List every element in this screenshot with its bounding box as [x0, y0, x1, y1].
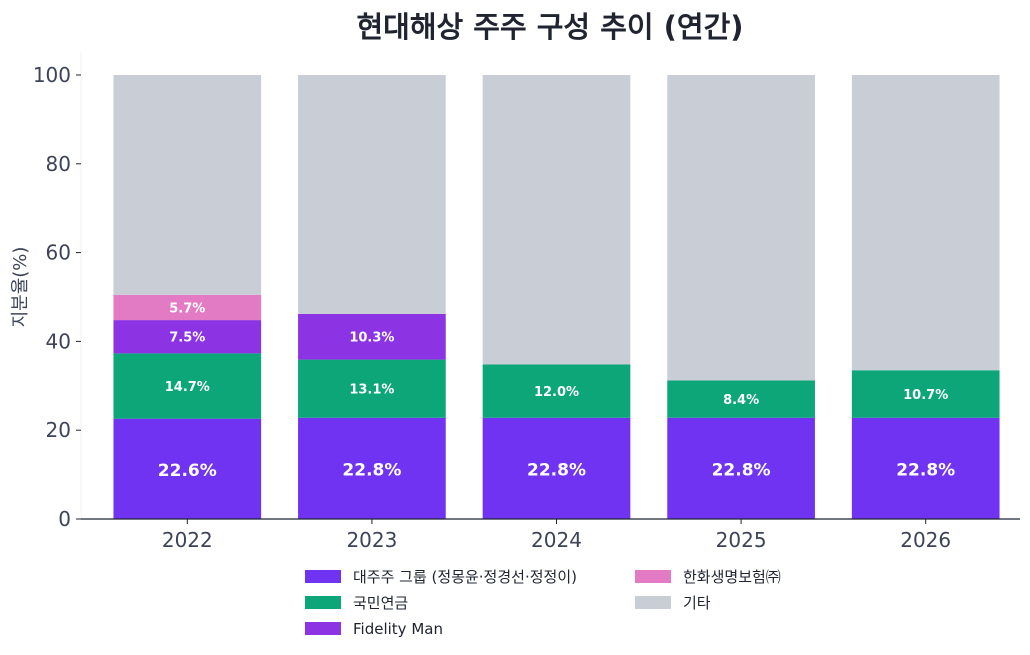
legend-item-s4: 기타: [635, 592, 835, 613]
bar-segment-2024-s0: [482, 417, 631, 519]
legend-label: Fidelity Man: [353, 619, 443, 638]
bar-data-label-2022-s1: 14.7%: [165, 380, 210, 395]
legend: 대주주 그룹 (정몽윤·정경선·정정이) 한화생명보험㈜ 국민연금 기타 Fidelit…: [305, 566, 845, 639]
x-tick-label-2023: 2023: [346, 528, 397, 552]
y-tick-label-100: 100: [33, 63, 71, 87]
bar-data-label-2022-s0: 22.6%: [158, 461, 217, 481]
y-tick-label-40: 40: [46, 329, 71, 353]
legend-swatch: [305, 622, 341, 635]
bar-data-label-2026-s1: 10.7%: [903, 388, 948, 403]
bar-segment-2022-s4: [113, 75, 262, 295]
legend-item-s1: 국민연금: [305, 592, 635, 613]
legend-label: 한화생명보험㈜: [683, 568, 781, 586]
bar-data-label-2023-s0: 22.8%: [342, 460, 401, 480]
legend-item-s0: 대주주 그룹 (정몽윤·정경선·정정이): [305, 566, 635, 587]
x-ticks-group: 2022 2023 2024 2025 2026: [162, 519, 951, 552]
bar-segment-2022-s3: [113, 294, 262, 321]
legend-swatch: [635, 570, 671, 583]
bar-segment-2023-s0: [298, 417, 446, 519]
bar-data-label-2023-s1: 13.1%: [349, 383, 394, 398]
bar-segment-2023-s2: [298, 313, 446, 360]
y-tick-label-80: 80: [46, 152, 71, 176]
bar-data-label-2024-s1: 12.0%: [534, 385, 579, 400]
x-tick-label-2024: 2024: [531, 528, 582, 552]
bar-data-label-2023-s2: 10.3%: [349, 331, 394, 346]
legend-swatch: [635, 596, 671, 609]
x-tick-label-2025: 2025: [716, 528, 767, 552]
legend-label: 대주주 그룹 (정몽윤·정경선·정정이): [353, 568, 577, 586]
bar-segment-2022-s0: [113, 418, 262, 519]
bars-group: [113, 75, 1000, 519]
y-tick-label-20: 20: [46, 418, 71, 442]
y-axis-label: 지분율(%): [10, 247, 31, 328]
y-ticks-group: 0 20 40 60 80 100: [33, 63, 81, 531]
x-tick-label-2026: 2026: [900, 528, 951, 552]
legend-item-s2: Fidelity Man: [305, 618, 635, 639]
bar-segment-2025-s1: [667, 380, 815, 418]
bar-data-label-2026-s0: 22.8%: [896, 460, 955, 480]
bar-segment-2024-s4: [482, 75, 631, 365]
bar-data-label-2022-s2: 7.5%: [169, 331, 205, 346]
chart-title: 현대해상 주주 구성 추이 (연간): [356, 10, 744, 44]
y-tick-label-0: 0: [58, 507, 71, 531]
bar-segment-2023-s4: [298, 75, 446, 314]
legend-item-s3: 한화생명보험㈜: [635, 566, 835, 587]
legend-label: 기타: [683, 594, 711, 612]
segment-labels-group: 22.6% 14.7% 7.5% 5.7% 22.8% 13.1% 10.3% 22.8% 12…: [158, 301, 955, 480]
x-tick-label-2022: 2022: [162, 528, 213, 552]
bar-data-label-2022-s3: 5.7%: [169, 301, 205, 316]
bar-segment-2022-s2: [113, 320, 262, 354]
bar-segment-2025-s4: [667, 75, 815, 381]
bar-data-label-2025-s0: 22.8%: [712, 460, 771, 480]
bar-segment-2025-s0: [667, 417, 815, 519]
stacked-bar-chart: 22.6% 14.7% 7.5% 5.7% 22.8% 13.1% 10.3% 22.8% 12…: [10, 52, 1020, 552]
bar-data-label-2024-s0: 22.8%: [527, 460, 586, 480]
legend-swatch: [305, 596, 341, 609]
legend-swatch: [305, 570, 341, 583]
bar-segment-2023-s1: [298, 359, 446, 418]
bar-segment-2024-s1: [482, 364, 631, 418]
legend-label: 국민연금: [353, 594, 409, 612]
bar-segment-2026-s1: [851, 370, 1000, 418]
bar-segment-2022-s1: [113, 353, 262, 419]
bar-segment-2026-s4: [851, 75, 1000, 371]
y-tick-label-60: 60: [46, 241, 71, 265]
bar-data-label-2025-s1: 8.4%: [723, 393, 759, 408]
bar-segment-2026-s0: [851, 417, 1000, 519]
